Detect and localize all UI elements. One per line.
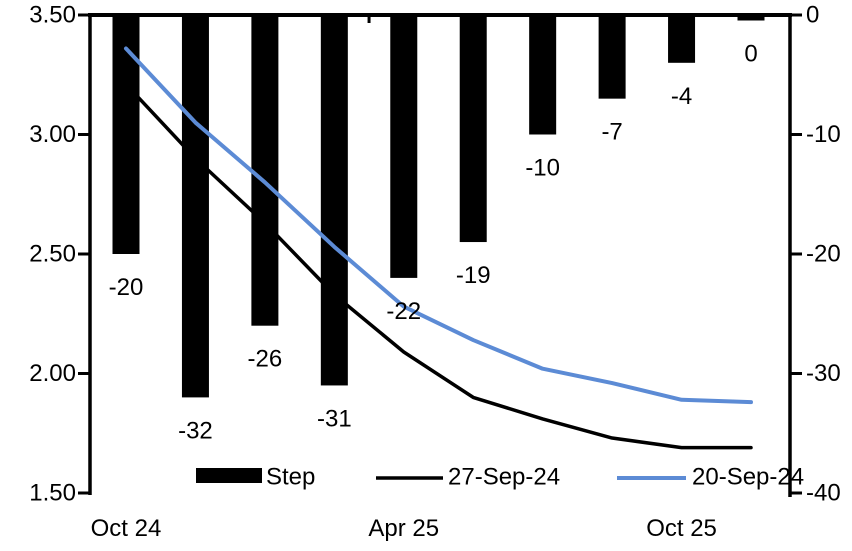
- right-axis-tick-label: -40: [806, 480, 841, 507]
- bar-step: [529, 13, 557, 135]
- bar-step: [598, 13, 626, 99]
- left-axis-tick-label: 3.00: [29, 121, 76, 148]
- legend-swatch-step: [196, 468, 262, 483]
- bar-data-label: -26: [248, 346, 283, 373]
- line-20-sep-24: [124, 46, 753, 405]
- right-axis-tick-label: 0: [806, 2, 819, 29]
- legend-label-step: Step: [266, 464, 315, 491]
- bar-data-label: -31: [317, 405, 352, 432]
- bar-data-label: -32: [178, 417, 213, 444]
- bar-data-label: -22: [386, 298, 421, 325]
- bar-step: [320, 13, 348, 386]
- bar-step: [668, 13, 696, 63]
- right-axis-tick-label: -10: [806, 121, 841, 148]
- bar-step: [181, 13, 209, 398]
- x-axis-tick-label: Apr 25: [368, 515, 439, 542]
- bar-step: [390, 13, 418, 278]
- left-axis-tick-label: 2.00: [29, 360, 76, 387]
- bar-data-label: -19: [456, 262, 491, 289]
- bar-data-label: -7: [601, 119, 622, 146]
- left-axis-tick-label: 1.50: [29, 480, 76, 507]
- legend-label-27-sep-24: 27-Sep-24: [448, 464, 560, 491]
- line-27-sep-24: [124, 82, 753, 450]
- right-axis-tick-label: -20: [806, 241, 841, 268]
- bar-step: [112, 13, 140, 254]
- bar-data-label: -10: [525, 155, 560, 182]
- bar-data-label: -4: [671, 83, 692, 110]
- x-axis-tick-label: Oct 25: [646, 515, 717, 542]
- bar-step: [459, 13, 487, 243]
- bar-data-label: -20: [109, 274, 144, 301]
- bar-data-label: 0: [744, 41, 757, 68]
- left-axis-tick-label: 2.50: [29, 241, 76, 268]
- left-axis-tick-label: 3.50: [29, 2, 76, 29]
- x-axis-tick-label: Oct 24: [91, 515, 162, 542]
- legend-label-20-sep-24: 20-Sep-24: [692, 464, 804, 491]
- bar-step: [251, 13, 279, 326]
- right-axis-tick-label: -30: [806, 360, 841, 387]
